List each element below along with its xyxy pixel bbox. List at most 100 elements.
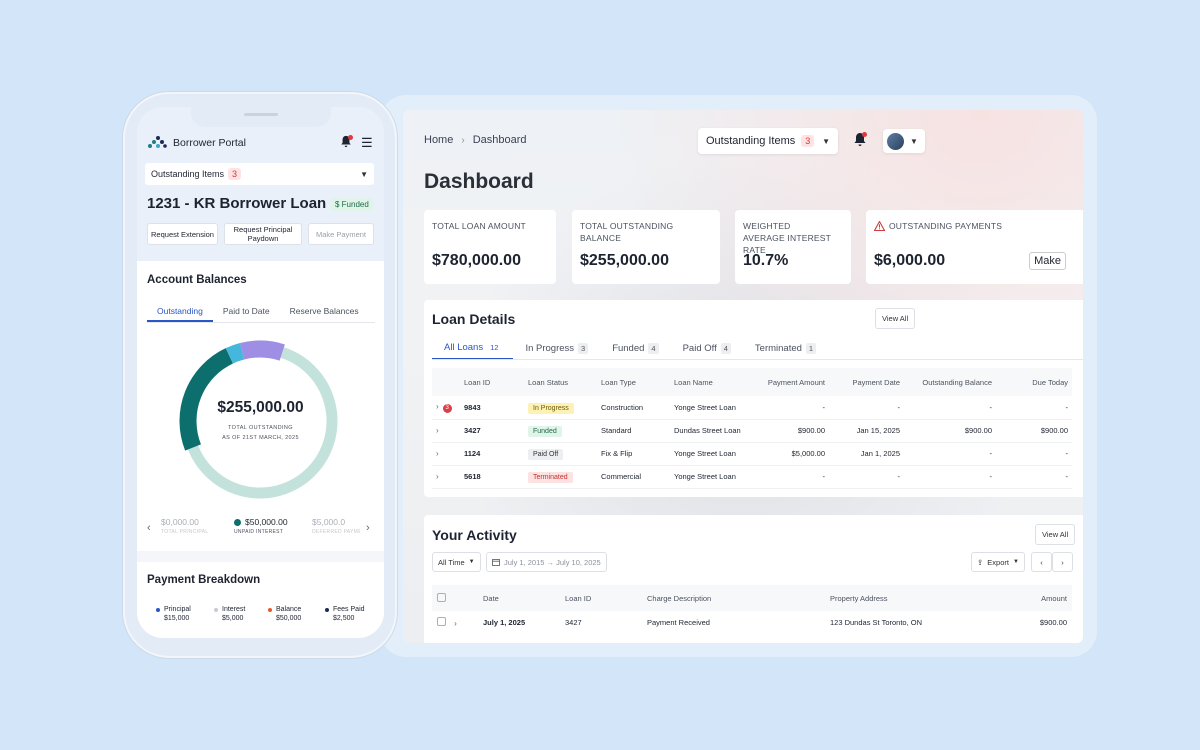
request-paydown-button[interactable]: Request Principal Paydown <box>224 223 302 245</box>
outstanding-items-dropdown[interactable]: Outstanding Items 3 ▼ <box>698 128 838 154</box>
caret-down-icon: ▼ <box>468 559 475 565</box>
payment-amount: $5,000.00 <box>754 442 829 466</box>
tab-outstanding[interactable]: Outstanding <box>147 303 213 322</box>
make-payment-button[interactable]: Make <box>1029 252 1066 270</box>
as-of-date: AS OF 21ST MARCH, 2025 <box>222 435 299 441</box>
col-amount[interactable]: Amount <box>995 585 1072 611</box>
chevron-right-icon: › <box>461 134 465 146</box>
legend-swatch <box>268 608 272 612</box>
breakdown-value: $50,000 <box>276 615 302 622</box>
tab-all-loans[interactable]: All Loans 12 <box>432 338 514 360</box>
col-loan-id[interactable]: Loan ID <box>560 585 642 611</box>
outstanding-count-badge: 3 <box>228 168 242 180</box>
tab-count: 4 <box>720 343 731 354</box>
tab-paid-off[interactable]: Paid Off 4 <box>671 338 743 360</box>
table-row[interactable]: › 3 9843 In Progress Construction Yonge S… <box>432 396 1072 420</box>
breakdown-label: Interest <box>222 606 246 613</box>
legend-item: $50,000.00 UNPAID INTEREST <box>234 517 288 535</box>
col-loan-name[interactable]: Loan Name <box>670 368 754 396</box>
col-property-address[interactable]: Property Address <box>825 585 995 611</box>
chevron-right-icon[interactable]: › <box>436 449 439 458</box>
breakdown-interest: Interest $5,000 <box>214 605 246 623</box>
col-outstanding-balance[interactable]: Outstanding Balance <box>904 368 996 396</box>
kpi-value: 10.7% <box>743 252 789 269</box>
table-row[interactable]: › July 1, 2025 3427 Payment Received 123… <box>432 611 1072 633</box>
col-loan-status[interactable]: Loan Status <box>524 368 597 396</box>
due-today: $900.00 <box>996 419 1072 443</box>
breadcrumb: Home › Dashboard <box>424 134 527 146</box>
activity-card: Your Activity View All All Time ▼ July 1… <box>424 515 1083 643</box>
tab-label: In Progress <box>525 343 575 354</box>
chevron-right-icon[interactable]: › <box>436 472 439 481</box>
calendar-icon <box>492 559 500 566</box>
request-extension-button[interactable]: Request Extension <box>147 223 218 245</box>
balance-tabs: Outstanding Paid to Date Reserve Balance… <box>147 303 375 323</box>
tab-reserve-balances[interactable]: Reserve Balances <box>289 306 359 316</box>
caret-down-icon: ▼ <box>822 136 830 146</box>
chevron-right-icon[interactable]: › <box>454 618 457 628</box>
loans-table: Loan ID Loan Status Loan Type Loan Name … <box>432 368 1072 489</box>
table-row[interactable]: › 1124 Paid Off Fix & Flip Yonge Street … <box>432 442 1072 466</box>
warning-icon <box>874 221 885 231</box>
legend-label: UNPAID INTEREST <box>234 529 284 535</box>
due-today: - <box>996 465 1072 489</box>
bell-icon[interactable] <box>853 132 867 150</box>
export-button[interactable]: ⇪ Export ▼ <box>971 552 1025 572</box>
make-payment-button[interactable]: Make Payment <box>308 223 374 245</box>
tab-paid-to-date[interactable]: Paid to Date <box>222 306 270 316</box>
chevron-right-icon[interactable]: › <box>366 522 370 534</box>
prev-page-button[interactable]: ‹ <box>1031 552 1052 572</box>
loan-type: Construction <box>597 396 670 420</box>
col-charge-description[interactable]: Charge Description <box>642 585 825 611</box>
outstanding-balance: - <box>904 465 996 489</box>
date-range-picker[interactable]: July 1, 2015 → July 10, 2025 <box>486 552 607 572</box>
user-menu[interactable]: ▼ <box>883 129 925 153</box>
outstanding-items-dropdown[interactable]: Outstanding Items 3 ▼ <box>145 163 374 185</box>
tab-terminated[interactable]: Terminated 1 <box>743 338 828 360</box>
tab-funded[interactable]: Funded 4 <box>600 338 670 360</box>
caret-down-icon: ▼ <box>360 169 368 179</box>
col-payment-date[interactable]: Payment Date <box>829 368 904 396</box>
chevron-right-icon[interactable]: › <box>436 401 439 411</box>
chevron-right-icon[interactable]: › <box>436 426 439 435</box>
legend-value: $50,000.00 <box>245 517 288 527</box>
chevron-left-icon[interactable]: ‹ <box>147 522 151 534</box>
brand-logo-icon <box>147 135 167 154</box>
row-checkbox[interactable] <box>437 616 446 626</box>
bell-icon[interactable] <box>340 135 353 151</box>
activity-address: 123 Dundas St Toronto, ON <box>830 617 922 627</box>
col-payment-amount[interactable]: Payment Amount <box>754 368 829 396</box>
breadcrumb-home[interactable]: Home <box>424 134 454 146</box>
period-filter[interactable]: All Time ▼ <box>432 552 481 572</box>
activity-table: Date Loan ID Charge Description Property… <box>432 585 1072 633</box>
outstanding-items-label: Outstanding Items <box>706 135 796 147</box>
tabs-divider <box>432 359 1083 360</box>
kpi-label: OUTSTANDING PAYMENTS <box>889 221 1003 231</box>
select-all-checkbox[interactable] <box>437 592 446 602</box>
activity-view-all-button[interactable]: View All <box>1035 524 1076 545</box>
account-balances-section: Account Balances Outstanding Paid to Dat… <box>137 261 384 551</box>
total-outstanding-amount: $255,000.00 <box>217 399 304 416</box>
payment-date: Jan 15, 2025 <box>829 419 904 443</box>
loan-title: 1231 - KR Borrower Loan <box>147 195 327 212</box>
kpi-label: TOTAL LOAN AMOUNT <box>432 221 526 231</box>
next-page-button[interactable]: › <box>1052 552 1073 572</box>
donut-segment-deferred <box>225 343 245 364</box>
status-badge: Terminated <box>528 472 573 483</box>
col-due-today[interactable]: Due Today <box>996 368 1072 396</box>
table-row[interactable]: › 5618 Terminated Commercial Yonge Stree… <box>432 465 1072 489</box>
loan-details-view-all-button[interactable]: View All <box>875 308 916 329</box>
hamburger-menu-icon[interactable]: ☰ <box>361 135 373 150</box>
legend-item: $0,000.00 TOTAL PRINCIPAL <box>161 517 208 535</box>
date-range-value: July 1, 2015 → July 10, 2025 <box>504 557 601 567</box>
tab-label: Terminated <box>754 343 802 354</box>
balance-legend: ‹ $0,000.00 TOTAL PRINCIPAL $50,000.00 U… <box>147 517 375 545</box>
kpi-value: $6,000.00 <box>874 252 946 269</box>
tab-in-progress[interactable]: In Progress 3 <box>513 338 600 360</box>
col-loan-id[interactable]: Loan ID <box>460 368 524 396</box>
col-date[interactable]: Date <box>478 585 560 611</box>
donut-segment-unpaid-interest <box>179 348 234 451</box>
col-loan-type[interactable]: Loan Type <box>597 368 670 396</box>
kpi-value: $255,000.00 <box>580 252 669 269</box>
table-row[interactable]: › 3427 Funded Standard Dundas Street Loa… <box>432 419 1072 443</box>
